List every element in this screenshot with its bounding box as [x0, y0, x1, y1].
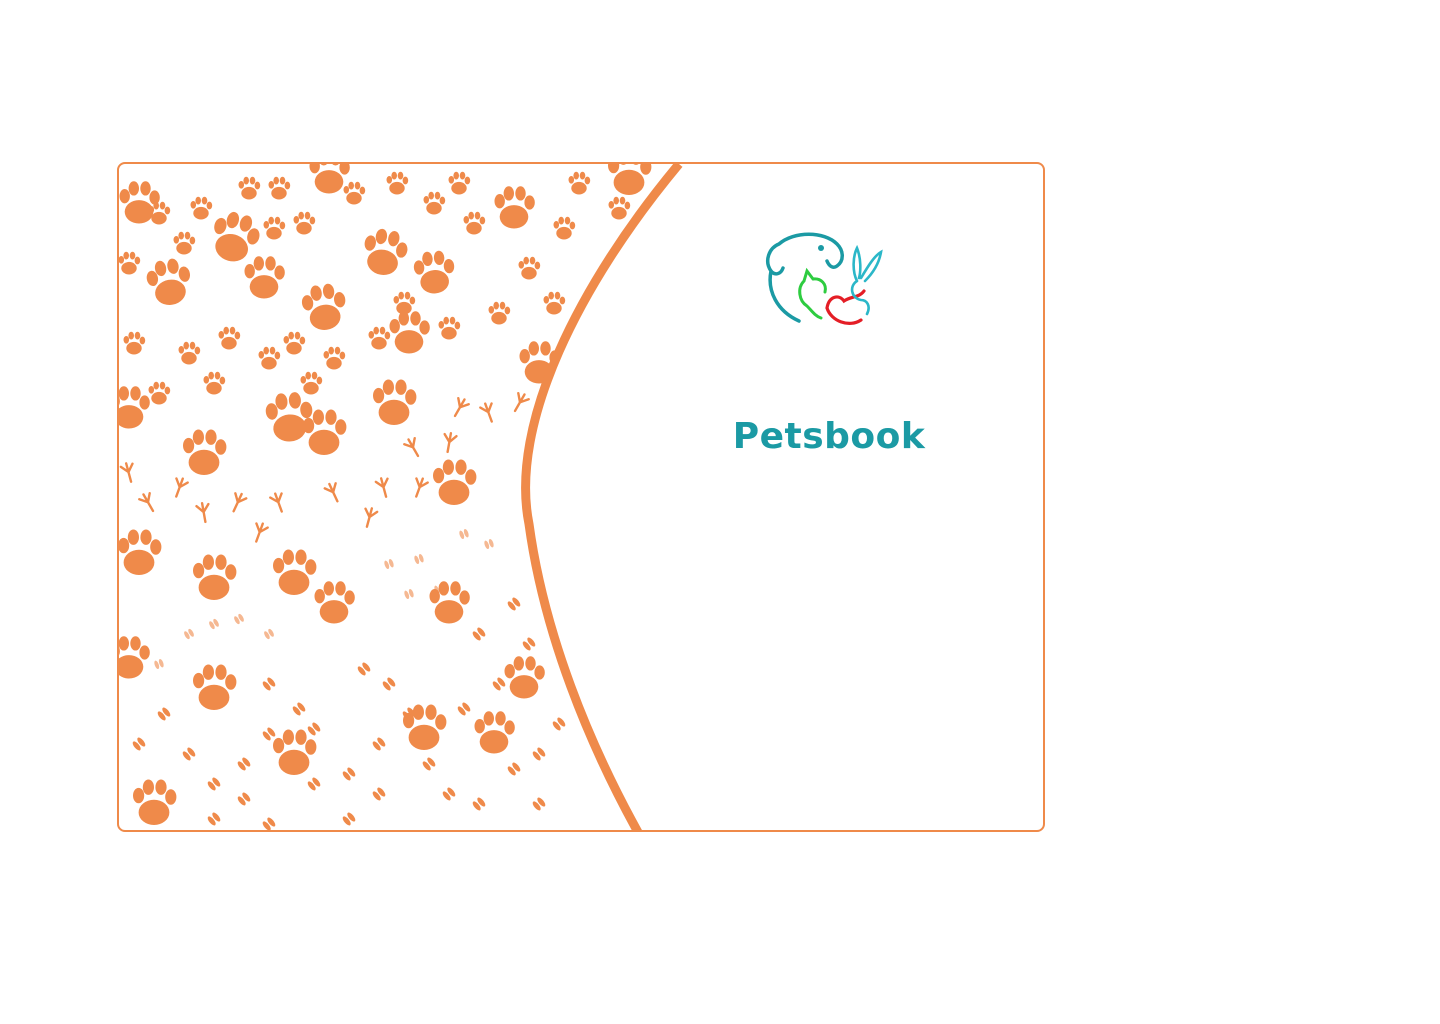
pets-logo-icon — [749, 226, 899, 356]
brand: Petsbook — [719, 226, 939, 457]
welcome-card: Petsbook — [117, 162, 1045, 832]
paw-print-pattern — [119, 164, 1043, 830]
brand-name: Petsbook — [732, 416, 926, 457]
